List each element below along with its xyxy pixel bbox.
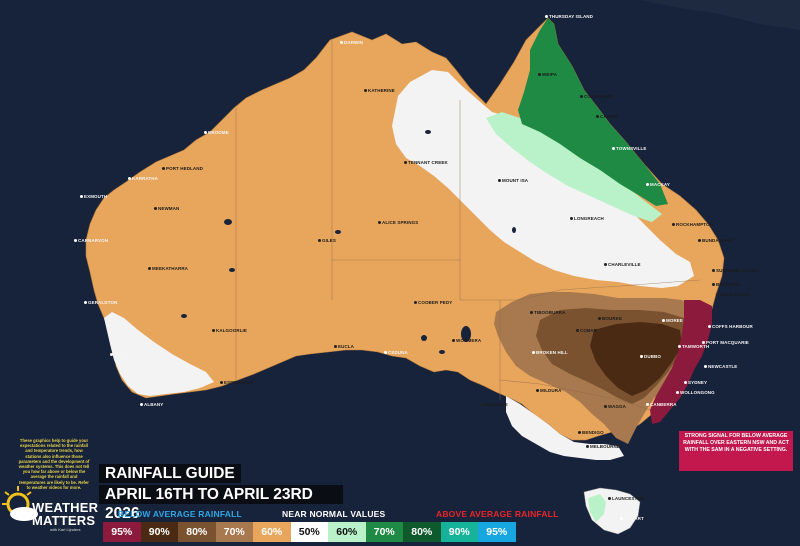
green-60-region <box>486 112 662 222</box>
city-label: ADELAIDE <box>480 402 508 407</box>
logo-weather: WEATHER <box>32 500 99 515</box>
date-range: APRIL 16TH TO APRIL 23RD 2026 <box>99 485 343 522</box>
strong-signal-annotation: STRONG SIGNAL FOR BELOW AVERAGE RAINFALL… <box>679 431 793 471</box>
disclaimer-text: These graphics help to guide your expect… <box>18 438 90 490</box>
city-label: WAGGA <box>604 404 626 409</box>
city-label: GOLD COAST <box>716 292 751 297</box>
legend-above-heading: ABOVE AVERAGE RAINFALL <box>436 509 559 519</box>
city-label: MOREE <box>662 318 683 323</box>
legend-swatch: 70% <box>215 522 253 542</box>
city-label: BENDIGO <box>578 430 604 435</box>
logo-matters: MATTERS <box>32 513 96 528</box>
legend-swatch: 80% <box>403 522 441 542</box>
city-label: COOKTOWN <box>580 94 612 99</box>
city-label: ALICE SPRINGS <box>378 220 418 225</box>
city-label: DARWIN <box>340 40 363 45</box>
city-label: BRISBANE <box>712 282 740 287</box>
near-normal-region <box>392 70 694 288</box>
city-label: BROOME <box>204 130 229 135</box>
legend-below-heading: BELOW AVERAGE RAINFALL <box>118 509 242 519</box>
city-label: EUCLA <box>334 344 354 349</box>
city-label: LAUNCESTON <box>608 496 644 501</box>
city-label: SYDNEY <box>684 380 707 385</box>
city-label: MOUNT ISA <box>498 178 528 183</box>
legend-swatch: 90% <box>440 522 478 542</box>
legend-near-heading: NEAR NORMAL VALUES <box>282 509 386 519</box>
legend-swatch: 50% <box>290 522 328 542</box>
city-label: CANBERRA <box>646 402 677 407</box>
city-label: MEEKATHARRA <box>148 266 188 271</box>
city-label: BROKEN HILL <box>532 350 568 355</box>
city-label: KATHERINE <box>364 88 395 93</box>
city-label: THURSDAY ISLAND <box>545 14 593 19</box>
weather-matters-logo <box>2 486 38 521</box>
legend-swatch: 60% <box>253 522 291 542</box>
legend-swatch: 60% <box>328 522 366 542</box>
city-label: ALBANY <box>140 402 163 407</box>
guide-title: RAINFALL GUIDE <box>99 464 241 483</box>
city-label: KARRATHA <box>128 176 158 181</box>
city-label: CAIRNS <box>596 114 618 119</box>
city-label: EXMOUTH <box>80 194 107 199</box>
city-label: NEWCASTLE <box>704 364 737 369</box>
city-label: COOBER PEDY <box>414 300 452 305</box>
city-label: KALGOORLIE <box>212 328 247 333</box>
city-label: PERTH <box>110 352 130 357</box>
vic-near-normal <box>506 396 624 460</box>
city-label: BUNDABERG <box>698 238 732 243</box>
city-label: LONGREACH <box>570 216 604 221</box>
city-label: CHARLEVILLE <box>604 262 641 267</box>
city-label: DUBBO <box>640 354 661 359</box>
city-label: COBAR <box>576 328 597 333</box>
city-label: MACKAY <box>646 182 670 187</box>
logo-byline: with Karl Lijnders <box>50 527 81 532</box>
city-label: HOBART <box>620 516 644 521</box>
city-label: TENNANT CREEK <box>404 160 448 165</box>
city-label: SUNSHINE COAST <box>712 268 758 273</box>
city-label: ESPERANCE <box>220 380 253 385</box>
city-label: TAMWORTH <box>678 344 709 349</box>
city-label: WOOMERA <box>452 338 481 343</box>
city-label: PORT MACQUARIE <box>702 340 749 345</box>
legend-swatch: 90% <box>140 522 178 542</box>
city-label: WOLLONGONG <box>676 390 715 395</box>
city-label: GILES <box>318 238 336 243</box>
city-label: BOURKE <box>598 316 622 321</box>
green-70-region <box>518 18 668 206</box>
legend-swatch: 70% <box>365 522 403 542</box>
legend-scale: 95% 90% 80% 70% 60% 50% 60% 70% 80% 90% 95% <box>103 522 516 542</box>
city-label: PORT HEDLAND <box>162 166 203 171</box>
city-label: WEIPA <box>538 72 557 77</box>
city-label: TOWNSVILLE <box>612 146 646 151</box>
brown-90-region <box>590 322 682 396</box>
red-95-region <box>650 300 712 424</box>
city-label: ROCKHAMPTON <box>672 222 713 227</box>
sw-wa-near-normal <box>104 312 214 396</box>
legend-swatch: 95% <box>103 522 141 542</box>
city-label: NEWMAN <box>154 206 179 211</box>
city-label: GERALDTON <box>84 300 117 305</box>
city-label: MELBOURNE <box>586 444 620 449</box>
city-label: MILDURA <box>536 388 561 393</box>
city-label: COFFS HARBOUR <box>708 324 753 329</box>
legend-swatch: 80% <box>178 522 216 542</box>
city-label: TIBOOBURRA <box>530 310 566 315</box>
city-label: CARNARVON <box>74 238 108 243</box>
legend-swatch: 95% <box>478 522 516 542</box>
city-label: CEDUNA <box>384 350 408 355</box>
